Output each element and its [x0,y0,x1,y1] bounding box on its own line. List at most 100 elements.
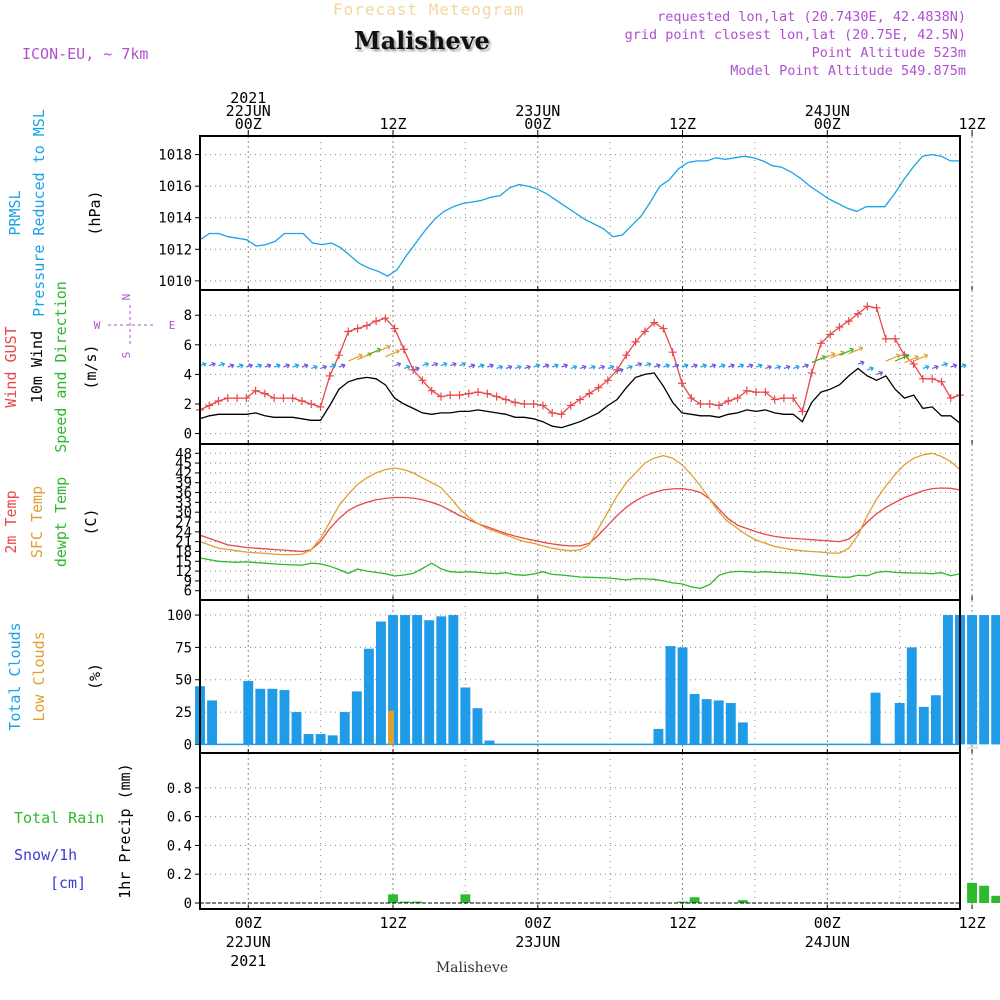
gust-marker [242,394,251,403]
y-tick-label: 0 [184,737,192,753]
total-cloud-bar [979,615,990,745]
total-cloud-bar [967,615,978,745]
precip-bar [991,895,1000,903]
wind-arrow-head [767,364,772,370]
wind-arrow-head [229,363,235,369]
wind-arrow [375,345,391,353]
wind-arrow-head [544,363,550,369]
precip-side-label: [cm] [50,874,86,892]
gust-marker [372,317,381,326]
y-tick-label: 75 [175,640,192,656]
total-cloud-bar [701,699,712,745]
y-tick-label: 27 [175,515,192,531]
gust-marker [214,397,223,406]
wind-arrow-head [859,360,865,366]
wind-arrow-head [507,364,513,370]
wind-arrow [839,348,854,356]
wind-arrow [904,356,919,364]
gust-marker [594,383,603,392]
panel-axis-label: (m/s) [82,344,100,389]
gust-marker [483,389,492,398]
panel-axis-label: PRMSL [6,190,24,235]
panel-axis-label: Total Clouds [6,622,24,730]
top-time-label: 00Z [814,115,841,133]
y-tick-label: 33 [175,495,192,511]
wind-arrow-head [516,364,522,370]
wind-arrow-head [303,363,309,369]
top-time-label: 00Z [235,115,262,133]
y-tick-label: 2 [184,397,192,413]
panel-axis-label: (hPa) [86,190,104,235]
gust-marker [640,327,649,336]
bottom-time-label: 23JUN [515,933,560,951]
wind-arrow-head [924,364,930,370]
gust-marker [705,399,714,408]
gust-marker [622,351,631,360]
wind-arrow-head [591,364,596,370]
gust-marker [288,394,297,403]
wind-arrow-head [433,361,439,367]
gust-marker [362,321,371,330]
model-altitude: Model Point Altitude 549.875m [730,63,966,79]
y-tick-label: 0 [184,427,192,443]
total-cloud-bar [327,735,338,745]
wind-arrow-head [470,363,476,369]
gust-marker [677,379,686,388]
wind-arrow-head [385,344,391,350]
y-tick-label: 0 [184,896,192,912]
wind-arrow-head [869,366,874,372]
wind-arrow-head [248,363,253,369]
wind-arrow-head [711,363,717,369]
y-tick-label: 45 [175,456,192,472]
y-tick-label: 0.4 [167,838,192,854]
total-cloud-bar [291,712,302,745]
gust-marker [344,327,353,336]
gust-marker [733,394,742,403]
gust-marker [381,314,390,323]
wind-arrow-head [238,363,244,369]
precip-bar [967,882,978,903]
total-cloud-bar [267,688,278,745]
wind-arrow-head [600,364,606,370]
wind-arrow-head [895,353,901,359]
chart-title: Forecast Meteogram [333,0,525,19]
top-time-label: 24JUN [805,102,850,120]
wind-arrow-head [322,364,327,370]
gust-marker [668,348,677,357]
y-tick-label: 9 [184,574,192,590]
gust-marker [724,397,733,406]
gust-marker [854,309,863,318]
total-cloud-bar [279,690,290,745]
gust-marker [548,408,557,417]
gust-marker [826,330,835,339]
gust-marker [650,318,659,327]
wind-arrow-head [776,364,782,370]
wind-arrow-head [830,352,836,357]
gust-marker [205,401,214,410]
wind-arrow-head [961,363,967,369]
total-cloud-bar [918,706,929,745]
total-cloud-bar [424,620,435,745]
wind-arrow [848,347,864,355]
gust-marker [603,376,612,385]
total-cloud-bar [255,688,266,745]
compass-south: S [120,352,133,359]
total-cloud-bar [400,615,411,745]
total-cloud-bar [653,728,664,745]
compass-cross [108,305,156,347]
gust-marker [353,324,362,333]
gust-marker [881,334,890,343]
wind-arrow [811,356,826,364]
panel-axis-label: Pressure Reduced to MSL [30,109,48,317]
top-time-label: 22JUN [226,102,271,120]
wind-arrow-head [211,361,216,367]
total-cloud-bar [315,734,326,745]
y-tick-label: 8 [184,308,192,324]
wind-arrow-head [535,363,541,369]
wind-arrow-head [748,363,754,369]
wind-arrow-head [563,363,568,369]
y-tick-label: 30 [175,505,192,521]
wind-arrow-head [858,346,864,352]
gust-marker [455,391,464,400]
